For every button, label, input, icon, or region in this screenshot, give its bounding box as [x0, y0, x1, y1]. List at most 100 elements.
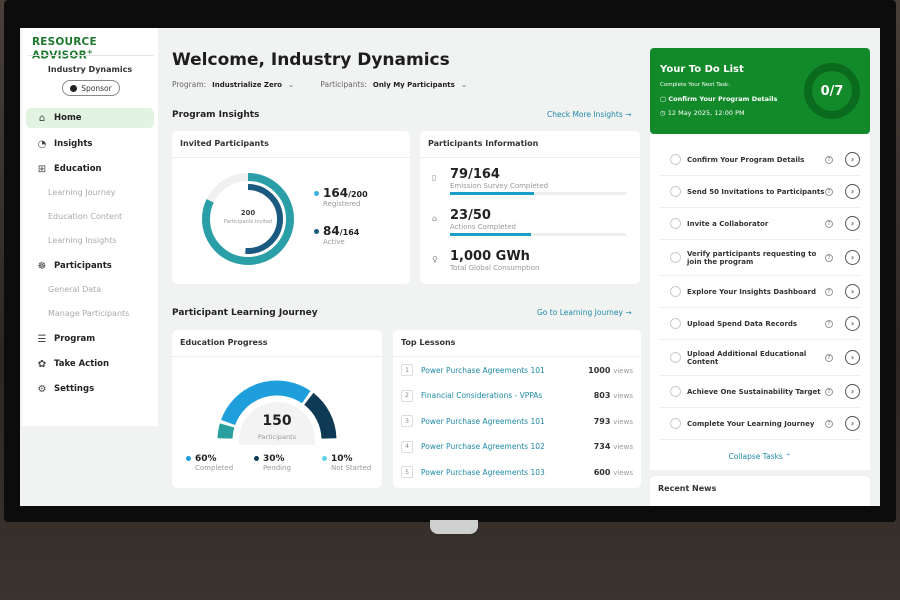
education-gauge-chart	[217, 380, 337, 445]
task-checkbox[interactable]	[670, 286, 681, 297]
donut-center-label: Participants Invited	[223, 219, 273, 225]
help-icon[interactable]: ?	[825, 219, 833, 228]
sidebar-item-take-action[interactable]: ✿ Take Action	[26, 354, 154, 374]
sidebar-item-program[interactable]: ☰ Program	[26, 329, 154, 349]
info-label: Actions Completed	[450, 223, 516, 231]
todo-task[interactable]: Verify participants requesting to join t…	[660, 240, 860, 276]
chevron-right-icon[interactable]: ›	[845, 216, 860, 231]
todo-task[interactable]: Upload Additional Educational Content? ›	[660, 340, 860, 376]
role-badge[interactable]: Sponsor	[62, 80, 120, 96]
sidebar-subitem[interactable]: Learning Insights	[48, 236, 117, 245]
info-progress-bar	[450, 233, 626, 236]
sidebar-item-label: Education	[54, 164, 102, 174]
insights-icon: ◔	[37, 138, 47, 150]
lesson-title[interactable]: Financial Considerations - VPPAs	[421, 391, 543, 400]
task-checkbox[interactable]	[670, 186, 681, 197]
sidebar-item-insights[interactable]: ◔ Insights	[26, 134, 154, 154]
task-checkbox[interactable]	[670, 386, 681, 397]
lesson-row[interactable]: 1 Power Purchase Agreements 101 1000 views	[401, 359, 633, 381]
legend-pending: 30% Pending	[254, 454, 291, 472]
legend-not-started: 10% Not Started	[322, 454, 371, 472]
chevron-right-icon[interactable]: ›	[845, 250, 860, 265]
chevron-down-icon[interactable]: ⌄	[460, 80, 468, 89]
lesson-title[interactable]: Power Purchase Agreements 101	[421, 365, 545, 375]
lesson-title[interactable]: Power Purchase Agreements 101	[421, 416, 545, 426]
monitor-stand	[430, 520, 478, 534]
info-label: Emission Survey Completed	[450, 182, 549, 190]
sidebar-item-label: Take Action	[54, 359, 110, 369]
chevron-right-icon[interactable]: ›	[845, 416, 860, 431]
go-to-learning-journey-link[interactable]: Go to Learning Journey →	[537, 308, 632, 317]
chevron-right-icon[interactable]: ›	[845, 152, 860, 167]
task-icon: ▢	[660, 95, 669, 103]
logo: RESOURCE ADVISOR+	[32, 36, 97, 62]
help-icon[interactable]: ?	[825, 419, 833, 428]
task-label: Upload Additional Educational Content	[687, 349, 807, 366]
help-icon[interactable]: ?	[825, 353, 833, 362]
chevron-right-icon[interactable]: ›	[845, 384, 860, 399]
lesson-views: 1000 views	[588, 365, 633, 375]
todo-task[interactable]: Complete Your Learning Journey? ›	[660, 408, 860, 440]
task-checkbox[interactable]	[670, 418, 681, 429]
help-icon[interactable]: ?	[825, 187, 833, 196]
todo-title: Your To Do List	[660, 64, 744, 75]
todo-task-list: Confirm Your Program Details? › Send 50 In…	[650, 134, 870, 470]
chevron-right-icon[interactable]: ›	[845, 284, 860, 299]
todo-task[interactable]: Achieve One Sustainability Target? ›	[660, 376, 860, 408]
participants-select[interactable]: Only My Participants	[372, 80, 455, 89]
card-title: Invited Participants	[180, 139, 269, 148]
lesson-row[interactable]: 5 Power Purchase Agreements 103 600 views	[401, 461, 633, 483]
help-icon[interactable]: ?	[825, 253, 833, 262]
task-checkbox[interactable]	[670, 154, 681, 165]
chevron-down-icon[interactable]: ⌄	[287, 80, 295, 89]
program-label: Program:	[172, 80, 207, 89]
todo-task[interactable]: Send 50 Invitations to Participants? ›	[660, 176, 860, 208]
sidebar-subitem[interactable]: General Data	[48, 285, 102, 294]
next-task-date: ◷ 12 May 2025, 12:00 PM	[660, 109, 745, 117]
chevron-right-icon[interactable]: ›	[845, 316, 860, 331]
sidebar-item-settings[interactable]: ⚙ Settings	[26, 379, 154, 399]
task-checkbox[interactable]	[670, 352, 681, 363]
sidebar-subitem[interactable]: Learning Journey	[48, 188, 116, 197]
lesson-row[interactable]: 3 Power Purchase Agreements 101 793 views	[401, 410, 633, 432]
lesson-views: 734 views	[593, 442, 633, 451]
task-label: Explore Your Insights Dashboard	[687, 287, 817, 296]
collapse-tasks-button[interactable]: Collapse Tasks ⌃	[728, 452, 792, 461]
chevron-right-icon[interactable]: ›	[845, 350, 860, 365]
todo-task[interactable]: Upload Spend Data Records? ›	[660, 308, 860, 340]
sidebar-item-home[interactable]: ⌂ Home	[26, 108, 154, 128]
clipboard-icon: ▯	[432, 173, 437, 182]
chevron-right-icon[interactable]: ›	[845, 184, 860, 199]
lesson-rank: 1	[401, 364, 413, 376]
program-select[interactable]: Industrialize Zero	[212, 80, 282, 89]
help-icon[interactable]: ?	[825, 287, 833, 296]
next-task[interactable]: ▢ Confirm Your Program Details	[660, 95, 778, 103]
lesson-title[interactable]: Power Purchase Agreements 103	[421, 467, 545, 477]
sidebar-item-participants[interactable]: ☸ Participants	[26, 256, 154, 276]
help-icon[interactable]: ?	[825, 319, 833, 328]
gear-icon: ⚙	[37, 383, 47, 395]
clock-icon: ◷	[660, 109, 668, 117]
help-icon[interactable]: ?	[825, 155, 833, 164]
sidebar-item-education[interactable]: ⊞ Education	[26, 159, 154, 179]
sidebar-subitem[interactable]: Manage Participants	[48, 309, 130, 318]
sidebar-subitem[interactable]: Education Content	[48, 212, 123, 221]
lesson-title[interactable]: Power Purchase Agreements 102	[421, 442, 545, 451]
help-icon[interactable]: ?	[825, 387, 833, 396]
task-checkbox[interactable]	[670, 252, 681, 263]
screen: RESOURCE ADVISOR+ Industry Dynamics Spon…	[20, 28, 880, 506]
check-more-insights-link[interactable]: Check More Insights →	[547, 110, 632, 119]
todo-summary: Your To Do List Complete Your Next Task:…	[650, 48, 870, 134]
lesson-row[interactable]: 2 Financial Considerations - VPPAs 803 vie…	[401, 385, 633, 407]
top-lessons-card: Top Lessons 1 Power Purchase Agreements 1…	[393, 330, 641, 488]
book-icon: ⊞	[37, 163, 47, 175]
task-checkbox[interactable]	[670, 218, 681, 229]
card-title: Participants Information	[428, 139, 539, 148]
lesson-row[interactable]: 4 Power Purchase Agreements 102 734 views	[401, 436, 633, 458]
todo-task[interactable]: Explore Your Insights Dashboard? ›	[660, 276, 860, 308]
active-arc	[213, 184, 283, 254]
info-progress-bar	[450, 192, 626, 195]
task-checkbox[interactable]	[670, 318, 681, 329]
todo-task[interactable]: Confirm Your Program Details? ›	[660, 144, 860, 176]
todo-task[interactable]: Invite a Collaborator? ›	[660, 208, 860, 240]
